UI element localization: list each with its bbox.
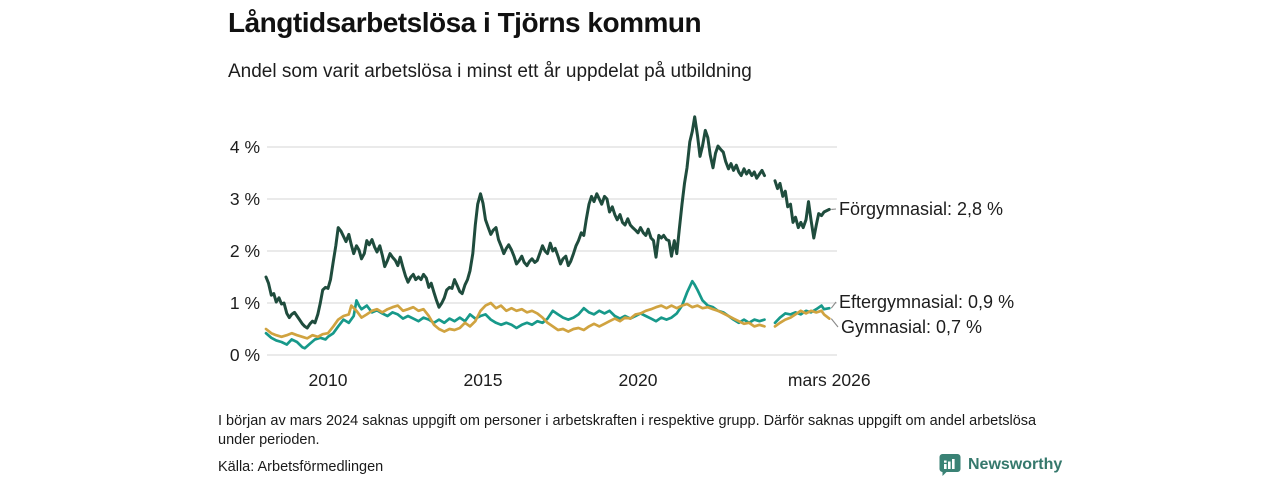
x-axis-label-mars-2026: mars 2026 bbox=[788, 370, 871, 390]
newsworthy-logo-icon bbox=[938, 453, 961, 476]
x-axis-label-2020: 2020 bbox=[619, 370, 658, 390]
series-line-gymnasial-seg1 bbox=[264, 301, 766, 340]
newsworthy-logo[interactable]: Newsworthy bbox=[938, 453, 1062, 476]
y-axis-label-1: 1 % bbox=[230, 293, 260, 313]
y-axis-label-3: 3 % bbox=[230, 189, 260, 209]
newsworthy-logo-text: Newsworthy bbox=[968, 455, 1063, 473]
series-end-label-förgymnasial: Förgymnasial: 2,8 % bbox=[839, 199, 1003, 219]
x-axis-label-2015: 2015 bbox=[464, 370, 503, 390]
series-line-förgymnasial-seg2 bbox=[773, 179, 831, 240]
y-axis-label-2: 2 % bbox=[230, 241, 260, 261]
series-line-förgymnasial-seg1 bbox=[264, 115, 766, 330]
series-end-label-eftergymnasial: Eftergymnasial: 0,9 % bbox=[839, 292, 1014, 312]
page-title: Långtidsarbetslösa i Tjörns kommun bbox=[228, 7, 702, 38]
page-subtitle: Andel som varit arbetslösa i minst ett å… bbox=[228, 61, 752, 82]
source-label: Källa: Arbetsförmedlingen bbox=[218, 459, 384, 475]
y-axis-label-0: 0 % bbox=[230, 345, 260, 365]
label-connector-gymnasial bbox=[830, 318, 839, 328]
chart-footnote: I början av mars 2024 saknas uppgift om … bbox=[218, 413, 1037, 449]
series-line-gymnasial-seg2 bbox=[773, 309, 831, 328]
label-connector-eftergymnasial bbox=[830, 301, 837, 309]
series-end-label-gymnasial: Gymnasial: 0,7 % bbox=[841, 317, 982, 337]
y-axis-label-4: 4 % bbox=[230, 137, 260, 157]
series-line-eftergymnasial-seg1 bbox=[264, 279, 766, 350]
x-axis-label-2010: 2010 bbox=[309, 370, 348, 390]
unemployment-line-chart: 0 % 1 % 2 % 3 % 4 % 2010 2015 2020 mars 2026 Förg… bbox=[230, 115, 1014, 390]
